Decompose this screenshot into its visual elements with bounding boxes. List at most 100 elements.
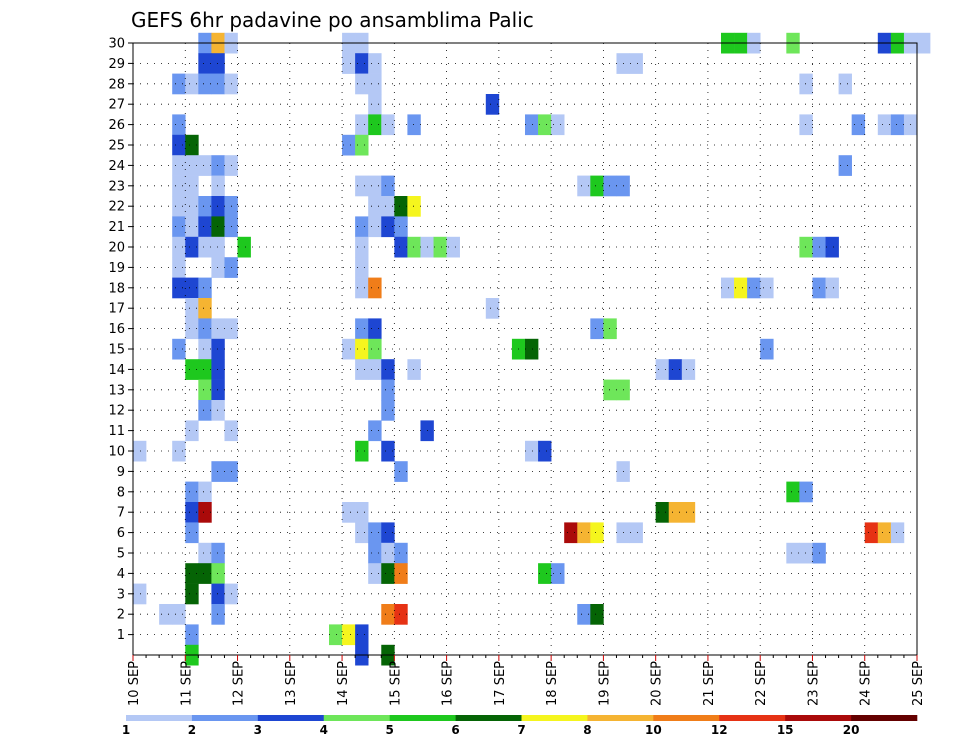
heatmap-cell: [368, 563, 382, 584]
heatmap-cell: [211, 400, 225, 421]
x-tick-label: 17 SEP: [493, 661, 508, 706]
heatmap-cell: [185, 624, 199, 646]
heatmap-cell: [185, 236, 199, 258]
y-tick-label: 28: [108, 77, 125, 92]
y-tick-label: 22: [108, 200, 125, 215]
y-tick-label: 6: [117, 526, 125, 541]
heatmap-cell: [407, 196, 421, 217]
y-tick-label: 1: [117, 628, 125, 643]
y-tick-label: 19: [108, 261, 125, 276]
heatmap-cell: [525, 338, 539, 360]
heatmap-cell: [655, 502, 670, 523]
heatmap-cell: [185, 196, 199, 217]
heatmap-cell: [655, 359, 670, 380]
heatmap-cell: [211, 604, 225, 625]
heatmap-cell: [381, 175, 395, 197]
heatmap-cell: [185, 277, 199, 299]
heatmap-cell: [211, 236, 225, 258]
heatmap-cell: [668, 502, 683, 523]
heatmap-cell: [407, 114, 421, 136]
heatmap-cell: [668, 359, 683, 380]
x-axis: 10 SEP 11 SEP 12 SEP 13 SEP 14 SEP 15 SEP 16 S…: [127, 655, 926, 706]
x-tick-label: 18 SEP: [545, 661, 560, 706]
heatmap-cell: [355, 440, 369, 462]
heatmap-cell: [133, 583, 147, 605]
y-tick-label: 18: [108, 281, 125, 296]
heatmap-cell: [538, 114, 552, 136]
heatmap-cell: [172, 155, 186, 176]
heatmap-cell: [368, 196, 382, 217]
heatmap-cell: [446, 236, 460, 258]
heatmap-cell: [355, 53, 369, 74]
heatmap-cell: [198, 359, 212, 380]
y-tick-label: 16: [108, 322, 125, 337]
heatmap-cell: [185, 481, 199, 503]
heatmap-cell: [368, 114, 382, 136]
y-tick-label: 17: [108, 302, 125, 317]
heatmap-cell: [368, 277, 382, 299]
heatmap-cell: [538, 440, 552, 462]
colorbar-swatch: [851, 715, 918, 721]
heatmap-cell: [394, 461, 408, 482]
heatmap-cell: [590, 175, 604, 197]
heatmap-cell: [760, 338, 774, 360]
y-tick-label: 15: [108, 343, 125, 358]
heatmap-cell: [159, 604, 173, 625]
heatmap-cell: [342, 53, 356, 74]
heatmap-cell: [525, 114, 539, 136]
heatmap-cell: [237, 236, 251, 258]
heatmap-cell: [198, 318, 212, 340]
colorbar-swatch: [126, 715, 193, 721]
heatmap-cell: [368, 216, 382, 238]
x-tick-label: 10 SEP: [127, 661, 142, 706]
colorbar-swatch: [191, 715, 259, 721]
heatmap-cell: [381, 522, 395, 544]
y-tick-label: 3: [117, 587, 125, 602]
y-tick-label: 29: [108, 57, 125, 72]
heatmap-cell: [381, 440, 395, 462]
y-tick-label: 10: [108, 445, 125, 460]
heatmap-cell: [629, 522, 643, 544]
heatmap-cell: [681, 502, 696, 523]
heatmap-cell: [198, 53, 212, 74]
heatmap-cell: [394, 542, 408, 564]
heatmap-cell: [577, 175, 591, 197]
heatmap-cells: [133, 32, 931, 666]
heatmap-cell: [864, 522, 879, 544]
x-tick-label: 25 SEP: [911, 661, 926, 706]
heatmap-cell: [342, 502, 356, 523]
heatmap-cell: [525, 440, 539, 462]
x-tick-label: 16 SEP: [441, 661, 456, 706]
heatmap-cell: [394, 196, 408, 217]
heatmap-cell: [355, 277, 369, 299]
heatmap-cell: [198, 400, 212, 421]
heatmap-cell: [198, 277, 212, 299]
heatmap-cell: [368, 338, 382, 360]
y-tick-label: 30: [108, 37, 125, 52]
heatmap-cell: [577, 604, 591, 625]
heatmap-cell: [172, 216, 186, 238]
heatmap-cell: [211, 338, 225, 360]
heatmap-cell: [211, 359, 225, 380]
heatmap-cell: [603, 175, 617, 197]
heatmap-cell: [329, 624, 343, 646]
x-tick-label: 22 SEP: [754, 661, 769, 706]
heatmap-cell: [590, 522, 604, 544]
heatmap-cell: [198, 216, 212, 238]
heatmap-cell: [799, 114, 813, 136]
y-tick-label: 27: [108, 98, 125, 113]
colorbar-label: 5: [385, 723, 393, 737]
x-tick-label: 20 SEP: [650, 661, 665, 706]
y-tick-label: 25: [108, 139, 125, 154]
y-tick-label: 9: [117, 465, 125, 480]
heatmap-cell: [485, 94, 500, 115]
x-tick-label: 24 SEP: [859, 661, 874, 706]
heatmap-cell: [368, 359, 382, 380]
heatmap-cell: [877, 114, 892, 136]
y-axis: 1234567891011121314151617181920212223242…: [108, 37, 133, 643]
heatmap-cell: [603, 379, 617, 401]
colorbar-label: 12: [711, 723, 728, 737]
heatmap-cell: [172, 257, 186, 278]
heatmap-cell: [825, 236, 839, 258]
